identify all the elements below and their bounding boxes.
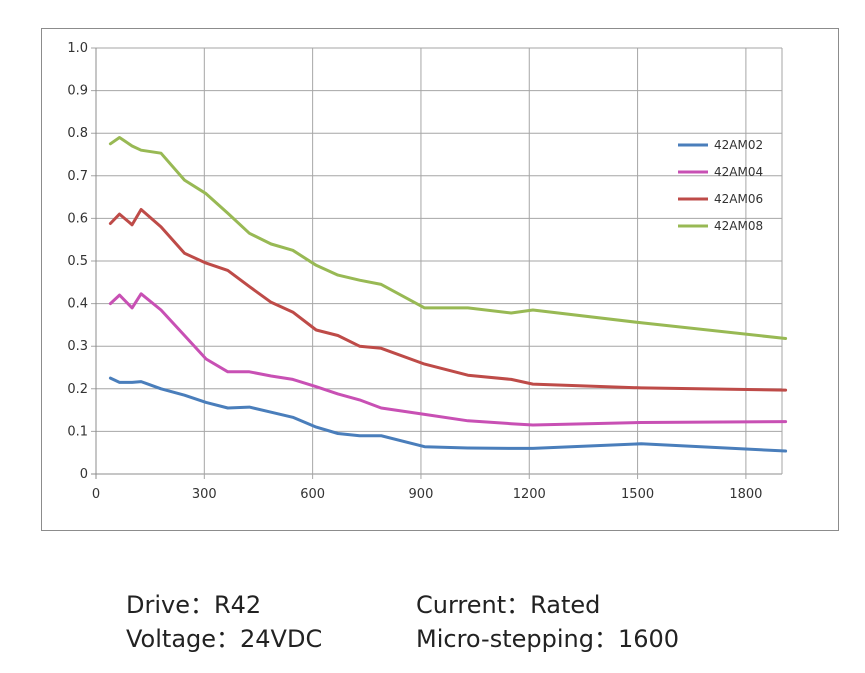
- y-tick-label: 0.1: [67, 424, 88, 439]
- x-tick-labels: 0 300 600 900 1200 1500 1800: [92, 487, 763, 502]
- series-line-42am04: [108, 292, 788, 427]
- legend-label-42am02: 42AM02: [714, 138, 763, 152]
- drive-caption: Drive：R42: [126, 591, 262, 619]
- grid-lines: [91, 47, 783, 479]
- legend-label-42am04: 42AM04: [714, 165, 763, 179]
- series-lines: [108, 136, 788, 453]
- y-tick-label: 0.2: [67, 382, 88, 397]
- line-chart: 0 0.1 0.2 0.3 0.4 0.5 0.6 0.7 0.8 0.9 1.0 0 300 600 9…: [67, 41, 788, 502]
- y-tick-label: 1.0: [67, 41, 88, 56]
- current-caption: Current：Rated: [416, 591, 601, 619]
- legend-label-42am08: 42AM08: [714, 219, 763, 233]
- x-tick-label: 900: [409, 487, 434, 502]
- chart-frame: 0 0.1 0.2 0.3 0.4 0.5 0.6 0.7 0.8 0.9 1.0 0 300 600 9…: [41, 28, 839, 531]
- x-tick-label: 300: [192, 487, 217, 502]
- x-tick-label: 1500: [621, 487, 654, 502]
- y-tick-label: 0.9: [67, 84, 88, 99]
- y-tick-label: 0.4: [67, 297, 88, 312]
- microstepping-caption: Micro-stepping：1600: [416, 625, 680, 653]
- voltage-caption: Voltage：24VDC: [126, 625, 323, 653]
- x-tick-label: 600: [300, 487, 325, 502]
- legend-label-42am06: 42AM06: [714, 192, 763, 206]
- x-tick-label: 1800: [729, 487, 762, 502]
- x-tick-label: 0: [92, 487, 100, 502]
- y-tick-label: 0.8: [67, 126, 88, 141]
- y-tick-label: 0.5: [67, 254, 88, 269]
- series-line-42am06: [108, 208, 788, 392]
- y-tick-label: 0: [80, 467, 88, 482]
- y-tick-label: 0.7: [67, 169, 88, 184]
- y-tick-label: 0.6: [67, 211, 88, 226]
- x-tick-label: 1200: [513, 487, 546, 502]
- y-tick-labels: 0 0.1 0.2 0.3 0.4 0.5 0.6 0.7 0.8 0.9 1.0: [67, 41, 88, 482]
- y-tick-label: 0.3: [67, 339, 88, 354]
- series-line-42am08: [108, 136, 788, 340]
- series-line-42am02: [108, 376, 788, 453]
- legend: 42AM02 42AM04 42AM06 42AM08: [678, 138, 763, 233]
